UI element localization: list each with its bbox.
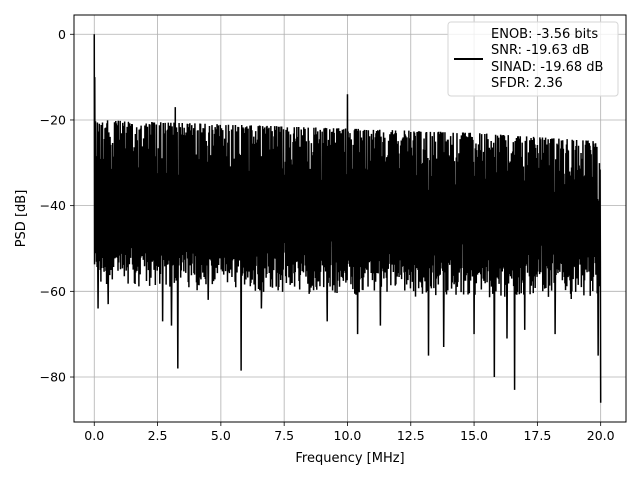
x-axis-label: Frequency [MHz] [295, 451, 404, 466]
legend-box [447, 21, 619, 97]
legend-entry-sinad: SINAD: -19.68 dB [491, 60, 603, 75]
x-tick-label: 15.0 [460, 428, 488, 443]
x-tick-label: 12.5 [397, 428, 425, 443]
x-tick-label: 2.5 [148, 428, 168, 443]
plot-area [93, 34, 602, 403]
y-axis-label: PSD [dB] [14, 190, 29, 248]
x-tick-label: 5.0 [211, 428, 231, 443]
y-tick-label: 0 [58, 27, 66, 42]
x-tick-label: 17.5 [523, 428, 551, 443]
legend: ENOB: -3.56 bits SNR: -19.63 dB SINAD: -… [447, 21, 619, 97]
legend-entry-enob: ENOB: -3.56 bits [491, 27, 598, 42]
x-tick-label: 0.0 [84, 428, 104, 443]
psd-series-line [93, 34, 602, 403]
legend-entry-snr: SNR: -19.63 dB [491, 43, 589, 58]
y-tick-label: −20 [40, 112, 66, 127]
x-tick-label: 20.0 [587, 428, 615, 443]
x-tick-label: 10.0 [334, 428, 362, 443]
legend-entry-sfdr: SFDR: 2.36 [491, 76, 563, 91]
y-tick-label: −80 [40, 370, 66, 385]
y-tick-label: −40 [40, 198, 66, 213]
x-tick-label: 7.5 [274, 428, 294, 443]
y-tick-label: −60 [40, 284, 66, 299]
axes-frame [73, 14, 627, 423]
axis-ticks: 0.0 2.5 5.0 7.5 10.0 12.5 15.0 17.5 20.0 0 −20 −40 −… [40, 27, 615, 443]
